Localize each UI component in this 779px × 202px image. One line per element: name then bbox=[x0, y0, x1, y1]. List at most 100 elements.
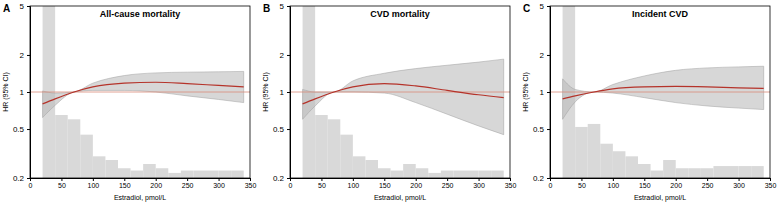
panel: 0501001502002503003500.20.5125AAll-cause… bbox=[2, 0, 256, 202]
x-tick-mark bbox=[479, 178, 480, 181]
y-tick-mark bbox=[287, 55, 290, 56]
y-tick: 5 bbox=[540, 2, 550, 11]
x-tick-label: 100 bbox=[608, 182, 620, 189]
x-tick-label: 250 bbox=[702, 182, 714, 189]
y-axis-line bbox=[547, 7, 551, 179]
y-tick-label: 0.2 bbox=[533, 174, 545, 183]
y-tick-mark bbox=[287, 178, 290, 179]
y-tick-mark bbox=[547, 6, 550, 7]
x-tick-mark bbox=[156, 178, 157, 181]
x-axis-title: Estradiol, pmol/L bbox=[374, 194, 426, 202]
histogram-bar bbox=[676, 168, 689, 178]
y-tick: 2 bbox=[540, 51, 550, 60]
y-tick-label: 0.5 bbox=[13, 125, 25, 134]
y-tick: 0.5 bbox=[533, 125, 550, 134]
x-tick-mark bbox=[644, 178, 645, 181]
y-tick-label: 0.5 bbox=[273, 125, 285, 134]
hr-curve bbox=[43, 82, 244, 104]
marks bbox=[30, 6, 250, 178]
x-tick: 50 bbox=[58, 178, 66, 189]
x-tick-label: 100 bbox=[348, 182, 360, 189]
histogram-bar bbox=[441, 171, 454, 178]
histogram-bar bbox=[575, 127, 588, 178]
y-axis-line bbox=[27, 7, 31, 179]
y-tick-mark bbox=[287, 92, 290, 93]
x-tick: 300 bbox=[213, 178, 225, 189]
y-tick: 5 bbox=[20, 2, 30, 11]
histogram-bar bbox=[625, 156, 638, 178]
x-tick: 300 bbox=[733, 178, 745, 189]
histogram-bar bbox=[638, 164, 651, 178]
title: CVD mortality bbox=[370, 9, 430, 19]
histogram-bar bbox=[353, 156, 366, 178]
histogram-bar bbox=[206, 171, 219, 178]
ci-band bbox=[303, 59, 504, 135]
y-axis-title: HR (95% CI) bbox=[522, 72, 530, 112]
x-tick-mark bbox=[250, 178, 251, 181]
x-tick: 250 bbox=[182, 178, 194, 189]
x-tick-label: 0 bbox=[289, 182, 293, 189]
x-tick-mark bbox=[321, 178, 322, 181]
x-tick-label: 50 bbox=[58, 182, 66, 189]
histogram-bar bbox=[143, 164, 156, 178]
x-tick: 200 bbox=[150, 178, 162, 189]
panel-label: A bbox=[3, 3, 10, 14]
x-tick-label: 250 bbox=[442, 182, 454, 189]
y-tick: 1 bbox=[540, 88, 550, 97]
histogram-bar bbox=[663, 160, 676, 178]
x-tick: 250 bbox=[702, 178, 714, 189]
y-tick-mark bbox=[547, 92, 550, 93]
x-axis-line bbox=[31, 179, 251, 182]
histogram-bar bbox=[55, 115, 68, 178]
histogram-bar bbox=[156, 168, 169, 178]
histogram-bar bbox=[131, 171, 144, 178]
y-tick: 5 bbox=[280, 2, 290, 11]
y-tick-mark bbox=[27, 92, 30, 93]
x-axis: 050100150200250300350 bbox=[29, 178, 257, 189]
hr-curve bbox=[303, 84, 504, 104]
histogram-bar bbox=[479, 171, 492, 178]
x-tick: 200 bbox=[670, 178, 682, 189]
y-tick: 0.5 bbox=[13, 125, 30, 134]
histogram-bar bbox=[80, 135, 93, 178]
panel-label: B bbox=[263, 3, 270, 14]
x-tick: 200 bbox=[410, 178, 422, 189]
y-axis-title: HR (95% CI) bbox=[262, 72, 270, 112]
x-tick-label: 150 bbox=[639, 182, 651, 189]
x-tick-mark bbox=[447, 178, 448, 181]
x-tick-mark bbox=[739, 178, 740, 181]
plot-frame bbox=[290, 6, 510, 178]
histogram-bar bbox=[315, 115, 328, 178]
y-tick-mark bbox=[547, 129, 550, 130]
panel-label: C bbox=[523, 3, 530, 14]
x-axis: 050100150200250300350 bbox=[549, 178, 777, 189]
histogram-bar bbox=[118, 168, 131, 178]
y-tick-mark bbox=[287, 6, 290, 7]
x-tick: 50 bbox=[578, 178, 586, 189]
x-tick: 0 bbox=[29, 178, 33, 189]
y-tick-label: 0.2 bbox=[273, 174, 285, 183]
x-tick-mark bbox=[510, 178, 511, 181]
x-tick-label: 150 bbox=[379, 182, 391, 189]
x-tick-mark bbox=[581, 178, 582, 181]
histogram-bar bbox=[378, 168, 391, 178]
histogram-bar bbox=[365, 160, 378, 178]
figure: 0501001502002503003500.20.5125AAll-cause… bbox=[0, 0, 779, 202]
x-tick-label: 150 bbox=[119, 182, 131, 189]
x-tick: 150 bbox=[119, 178, 131, 189]
y-tick-label: 5 bbox=[280, 2, 285, 11]
y-tick-label: 1 bbox=[20, 88, 25, 97]
plot-frame bbox=[30, 6, 250, 178]
x-tick-label: 200 bbox=[410, 182, 422, 189]
histogram-bar bbox=[93, 156, 106, 178]
x-tick: 300 bbox=[473, 178, 485, 189]
y-tick-label: 5 bbox=[20, 2, 25, 11]
plot: 0501001502002503003500.20.5125 bbox=[533, 0, 777, 189]
title: Incident CVD bbox=[632, 9, 689, 19]
histogram-bar bbox=[588, 124, 601, 178]
y-tick: 0.5 bbox=[273, 125, 290, 134]
y-tick-mark bbox=[547, 55, 550, 56]
y-tick-label: 2 bbox=[280, 51, 285, 60]
y-tick-mark bbox=[27, 178, 30, 179]
hr-curve bbox=[563, 86, 764, 98]
